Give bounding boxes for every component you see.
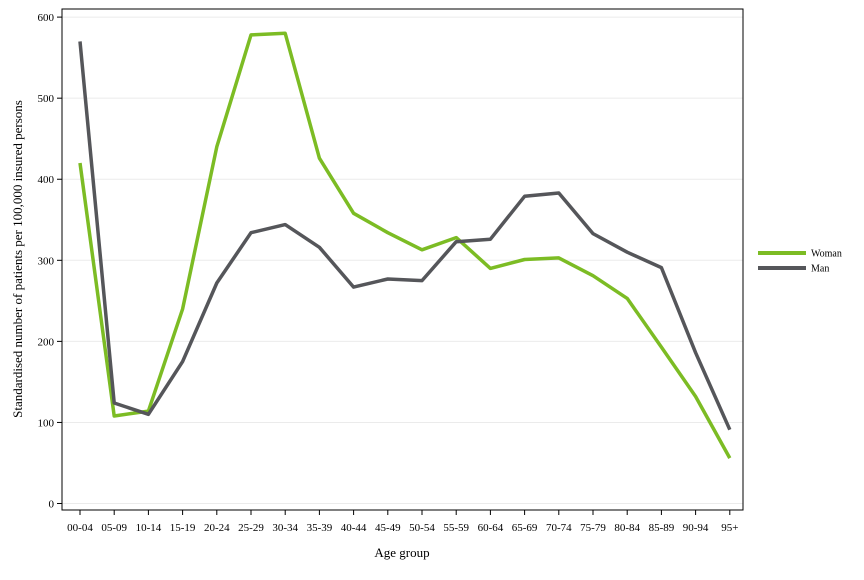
- x-tick-label: 90-94: [683, 522, 709, 534]
- x-tick-label: 60-64: [478, 522, 504, 534]
- x-tick-label: 85-89: [649, 522, 675, 534]
- x-tick-label: 25-29: [238, 522, 264, 534]
- x-tick-label: 75-79: [580, 522, 606, 534]
- x-tick-label: 80-84: [614, 522, 640, 534]
- y-tick-label: 400: [38, 174, 55, 186]
- x-tick-label: 30-34: [272, 522, 298, 534]
- y-axis-title: Standardised number of patients per 100,…: [10, 100, 25, 418]
- y-tick-label: 600: [38, 12, 55, 24]
- x-tick-label: 05-09: [101, 522, 127, 534]
- x-axis-title: Age group: [374, 545, 429, 560]
- legend: Woman Man: [758, 249, 842, 275]
- x-tick-label: 35-39: [307, 522, 333, 534]
- y-tick-label: 300: [38, 255, 55, 267]
- x-tick-label: 45-49: [375, 522, 401, 534]
- y-tick-label: 0: [49, 499, 55, 511]
- x-tick-label: 40-44: [341, 522, 367, 534]
- series-line-man: [78, 41, 732, 431]
- x-tick-label: 00-04: [67, 522, 93, 534]
- y-tick-label: 100: [38, 417, 55, 429]
- x-tick-label: 65-69: [512, 522, 538, 534]
- plot-frame: [61, 8, 744, 511]
- x-tick-label: 20-24: [204, 522, 230, 534]
- legend-label-man: Man: [811, 264, 829, 275]
- y-tick-label: 500: [38, 93, 55, 105]
- y-axis: 0 100 200 300 400 500 600: [38, 12, 62, 511]
- gridlines: [62, 16, 743, 505]
- legend-label-woman: Woman: [811, 249, 842, 260]
- series-line-woman: [78, 31, 732, 459]
- x-tick-label: 95+: [721, 522, 738, 534]
- y-tick-label: 200: [38, 336, 55, 348]
- x-tick-label: 15-19: [170, 522, 196, 534]
- x-tick-label: 55-59: [443, 522, 469, 534]
- x-tick-label: 50-54: [409, 522, 435, 534]
- x-axis: 00-04 05-09 10-14 15-19 20-24 25-29 30-34 35-39…: [67, 510, 738, 534]
- x-tick-label: 10-14: [136, 522, 162, 534]
- x-tick-label: 70-74: [546, 522, 572, 534]
- series-lines: [78, 31, 732, 459]
